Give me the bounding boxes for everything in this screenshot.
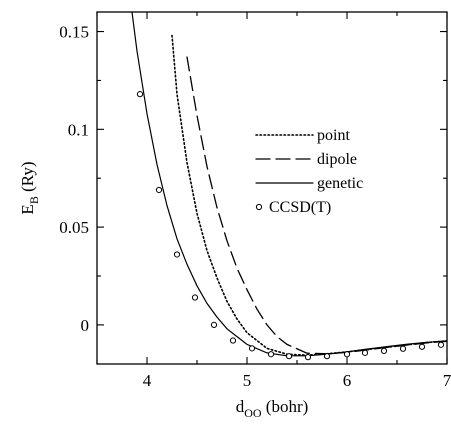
x-tick-label: 6 — [343, 371, 352, 390]
ccsd-point — [437, 341, 445, 348]
ccsd-point — [323, 353, 331, 360]
ccsd-point — [229, 337, 237, 344]
legend-label-genetic: genetic — [317, 175, 363, 192]
legend-marker-ccsd — [255, 203, 263, 211]
y-axis-title: EB (Ry) — [18, 161, 41, 214]
y-tick-label: 0 — [81, 316, 90, 335]
ccsd-point — [361, 349, 369, 356]
ccsd-point — [285, 353, 293, 360]
x-axis-title: dOO (bohr) — [236, 397, 309, 420]
ccsd-point — [248, 345, 256, 352]
legend-label-dipole: dipole — [317, 151, 357, 168]
series-line-point — [171, 34, 447, 357]
ticks-layer — [96, 12, 448, 364]
ccsd-point — [343, 351, 351, 358]
y-tick-label: 0.05 — [59, 218, 89, 237]
plot-frame — [96, 11, 448, 365]
tick-labels-layer: 4 5 6 7 0 0.05 0.1 0.15 — [59, 23, 451, 390]
legend-label-point: point — [317, 127, 350, 144]
ccsd-point — [418, 343, 426, 350]
legend: point dipole genetic CCSD(T) — [255, 127, 363, 216]
ccsd-point — [380, 347, 388, 354]
ccsd-point — [173, 251, 181, 258]
ccsd-point — [267, 351, 275, 358]
series-line-dipole — [186, 56, 447, 355]
series-layer — [131, 12, 447, 361]
series-line-genetic — [131, 12, 447, 357]
ccsd-point — [136, 91, 144, 98]
ccsd-point — [399, 345, 407, 352]
ccsd-point — [210, 321, 218, 328]
legend-label-ccsd-t: CCSD(T) — [269, 199, 331, 216]
x-tick-label: 7 — [443, 371, 451, 390]
x-tick-label: 5 — [243, 371, 252, 390]
x-tick-label: 4 — [143, 371, 152, 390]
ccsd-point — [155, 186, 163, 194]
y-tick-label: 0.15 — [59, 23, 89, 42]
y-tick-label: 0.1 — [68, 120, 89, 139]
ccsd-point — [304, 354, 312, 361]
ccsd-point — [191, 294, 199, 301]
